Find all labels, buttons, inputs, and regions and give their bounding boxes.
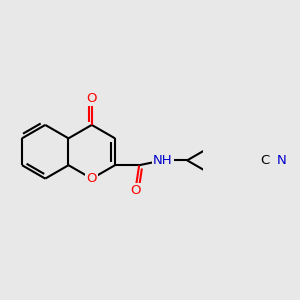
Text: O: O [130,184,141,197]
Text: O: O [86,92,97,105]
Text: C: C [261,154,270,167]
Text: NH: NH [153,154,172,166]
Text: N: N [277,154,286,167]
Text: O: O [86,172,97,185]
